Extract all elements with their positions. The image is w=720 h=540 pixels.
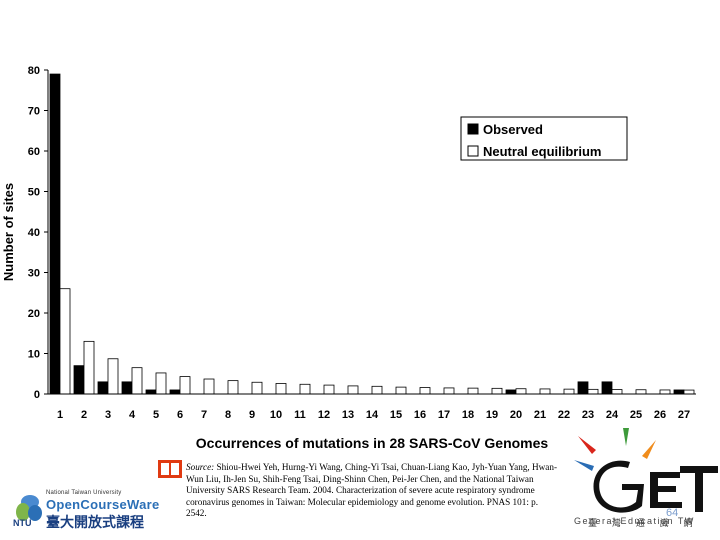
bar-neutral-equilibrium — [515, 388, 527, 395]
x-tick-label: 3 — [105, 409, 111, 421]
x-tick-label: 12 — [318, 409, 330, 421]
ntu-ocw-name: OpenCourseWare — [46, 497, 160, 512]
bar-observed — [577, 381, 589, 395]
bar-observed — [601, 381, 613, 395]
bars — [49, 73, 695, 395]
get-subtitle: General Education TW — [574, 516, 695, 526]
bar-neutral-equilibrium — [323, 384, 335, 395]
bar-neutral-equilibrium — [659, 389, 671, 395]
bar-neutral-equilibrium — [179, 376, 191, 395]
y-tick-label: 0 — [34, 389, 40, 401]
x-axis: 1 2 3 4 5 6 7 8 9 10 11 12 13 14 15 16 17 18 19 20 21 22 23 24 2… — [48, 393, 696, 421]
x-tick-label: 18 — [462, 409, 474, 421]
x-tick-label: 6 — [177, 409, 183, 421]
bar-neutral-equilibrium — [419, 387, 431, 395]
bar-neutral-equilibrium — [83, 340, 95, 395]
bar-neutral-equilibrium — [587, 388, 599, 395]
x-tick-label: 9 — [249, 409, 255, 421]
bar-neutral-equilibrium — [107, 358, 119, 395]
x-tick-label: 4 — [129, 409, 136, 421]
legend-box — [460, 116, 628, 161]
bar-neutral-equilibrium — [203, 378, 215, 395]
legend-swatch-observed — [467, 123, 479, 135]
x-tick-label: 2 — [81, 409, 87, 421]
bar-neutral-equilibrium — [371, 385, 383, 395]
bar-neutral-equilibrium — [299, 383, 311, 395]
x-tick-label: 26 — [654, 409, 666, 421]
x-tick-label: 25 — [630, 409, 642, 421]
bar-observed — [73, 365, 85, 395]
bar-neutral-equilibrium — [443, 387, 455, 395]
bar-neutral-equilibrium — [635, 389, 647, 395]
bar-neutral-equilibrium — [611, 389, 623, 395]
bar-neutral-equilibrium — [683, 389, 695, 395]
source-citation: Source: Shiou-Hwei Yeh, Hurng-Yi Wang, C… — [186, 462, 558, 520]
x-tick-label: 20 — [510, 409, 522, 421]
x-tick-label: 16 — [414, 409, 426, 421]
x-tick-label: 27 — [678, 409, 690, 421]
x-tick-label: 15 — [390, 409, 402, 421]
bar-neutral-equilibrium — [347, 385, 359, 395]
legend: Observed Neutral equilibrium — [460, 116, 628, 161]
x-tick-label: 8 — [225, 409, 231, 421]
book-icon — [158, 460, 182, 478]
x-tick-label: 14 — [366, 409, 379, 421]
bar-neutral-equilibrium — [155, 372, 167, 395]
legend-label-observed: Observed — [483, 122, 543, 137]
y-tick-label: 50 — [28, 187, 40, 199]
bar-neutral-equilibrium — [275, 383, 287, 395]
bar-neutral-equilibrium — [467, 387, 479, 395]
ntu-ocw-logo-icon — [16, 495, 42, 521]
y-tick-label: 10 — [28, 349, 40, 361]
x-axis-label: Occurrences of mutations in 28 SARS-CoV … — [196, 435, 549, 451]
bar-observed — [673, 389, 685, 395]
x-tick-label: 19 — [486, 409, 498, 421]
bar-neutral-equilibrium — [491, 387, 503, 395]
bar-neutral-equilibrium — [563, 388, 575, 395]
x-tick-label: 21 — [534, 409, 546, 421]
x-tick-label: 11 — [294, 409, 306, 421]
y-tick-label: 70 — [28, 106, 40, 118]
page-number: 64 — [666, 507, 679, 519]
bar-observed — [505, 389, 517, 395]
source-text: Shiou-Hwei Yeh, Hurng-Yi Wang, Ching-Yi … — [186, 462, 558, 519]
bar-neutral-equilibrium — [131, 367, 143, 395]
bar-neutral-equilibrium — [395, 386, 407, 395]
y-tick-label: 30 — [28, 268, 40, 280]
x-tick-label: 7 — [201, 409, 207, 421]
bar-observed — [49, 73, 61, 395]
y-tick-label: 80 — [28, 65, 40, 77]
ntu-chinese-name: 臺大開放式課程 — [46, 515, 144, 531]
y-tick-label: 60 — [28, 146, 40, 158]
x-tick-label: 10 — [270, 409, 282, 421]
bar-observed — [145, 389, 157, 395]
ntu-abbreviation: NTU — [13, 518, 32, 528]
y-axis-label: Number of sites — [1, 183, 16, 281]
x-tick-label: 13 — [342, 409, 354, 421]
get-logo-icon: 臺 灣 通 識 網 — [574, 428, 718, 529]
x-tick-label: 1 — [57, 409, 63, 421]
x-tick-label: 22 — [558, 409, 570, 421]
bar-neutral-equilibrium — [539, 388, 551, 395]
y-axis: 0 10 20 30 40 50 60 70 80 — [28, 65, 49, 401]
y-tick-label: 20 — [28, 308, 40, 320]
bar-neutral-equilibrium — [251, 381, 263, 395]
x-tick-label: 5 — [153, 409, 159, 421]
y-tick-label: 40 — [28, 227, 40, 239]
legend-label-neutral: Neutral equilibrium — [483, 144, 601, 159]
x-tick-label: 23 — [582, 409, 594, 421]
x-tick-label: 24 — [606, 409, 619, 421]
bar-observed — [97, 381, 109, 395]
bar-observed — [169, 389, 181, 395]
ntu-english-name: National Taiwan University — [46, 490, 122, 496]
x-tick-label: 17 — [438, 409, 450, 421]
source-label: Source: — [186, 462, 215, 472]
bar-neutral-equilibrium — [59, 288, 71, 395]
bar-observed — [121, 381, 133, 395]
svg-text:臺 灣 通 識 網: 臺 灣 通 識 網 — [588, 517, 698, 529]
bar-neutral-equilibrium — [227, 380, 239, 395]
legend-swatch-neutral — [467, 145, 479, 157]
